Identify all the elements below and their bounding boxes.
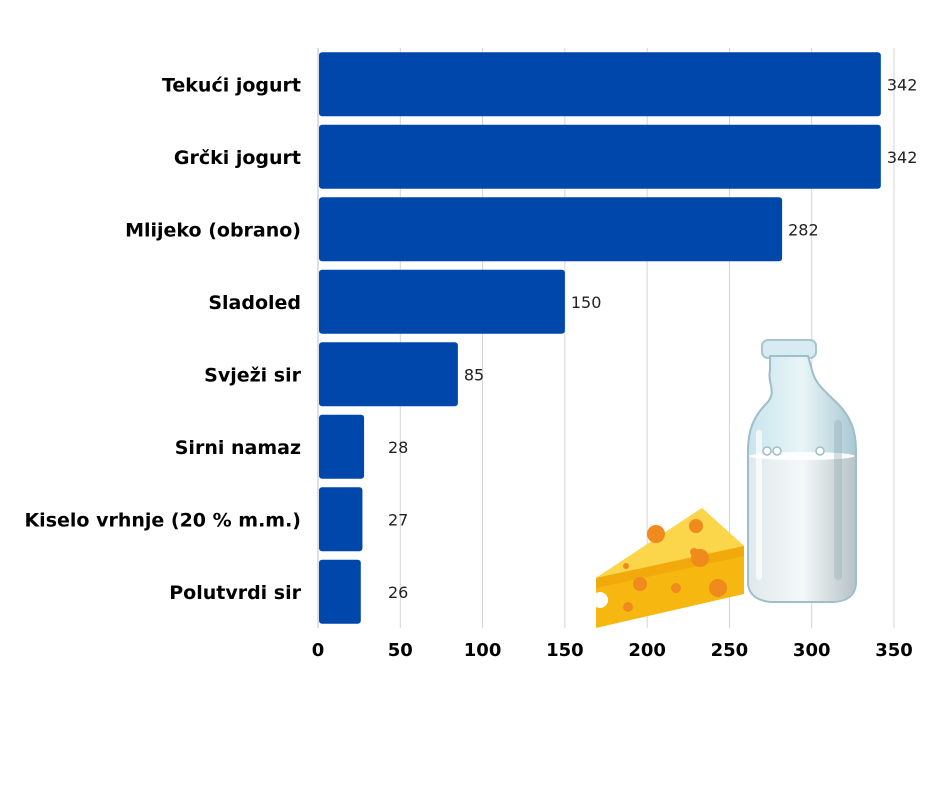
data-label: 26 xyxy=(388,583,408,602)
x-tick-label: 50 xyxy=(388,640,413,661)
category-label: Kiselo vrhnje (20 % m.m.) xyxy=(24,509,301,531)
category-label: Sirni namaz xyxy=(175,437,301,459)
bar xyxy=(319,559,361,624)
bar xyxy=(319,197,783,262)
category-label: Tekući jogurt xyxy=(162,74,301,96)
milk-bottle-illustration xyxy=(747,339,857,603)
data-label: 27 xyxy=(388,510,408,529)
x-tick-label: 350 xyxy=(875,640,913,661)
x-tick-label: 300 xyxy=(793,640,831,661)
x-tick-label: 250 xyxy=(711,640,749,661)
bar xyxy=(319,52,881,117)
category-label: Sladoled xyxy=(208,292,301,314)
data-label: 85 xyxy=(464,365,484,384)
value-labels: 342 342 282 150 85 28 27 26 xyxy=(388,75,917,602)
x-tick-label: 0 xyxy=(312,640,325,661)
data-label: 28 xyxy=(388,438,408,457)
data-label: 342 xyxy=(887,75,918,94)
category-label: Grčki jogurt xyxy=(174,147,301,169)
bar xyxy=(319,342,458,407)
category-label: Mlijeko (obrano) xyxy=(125,219,301,241)
category-label: Svježi sir xyxy=(204,364,301,386)
bar xyxy=(319,124,881,189)
x-tick-label: 200 xyxy=(628,640,666,661)
cheese-wedge-illustration xyxy=(592,508,744,628)
bar xyxy=(319,487,363,552)
data-label: 150 xyxy=(571,293,602,312)
category-labels: Tekući jogurt Grčki jogurt Mlijeko (obrano… xyxy=(24,74,301,604)
data-label: 342 xyxy=(887,148,918,167)
x-tick-labels: 0 50 100 150 200 250 300 350 xyxy=(312,640,913,661)
data-label: 282 xyxy=(788,220,819,239)
bar xyxy=(319,414,365,479)
bars xyxy=(319,52,881,624)
x-tick-label: 100 xyxy=(464,640,502,661)
bar xyxy=(319,269,565,334)
category-label: Polutvrdi sir xyxy=(169,582,301,604)
x-tick-label: 150 xyxy=(546,640,584,661)
